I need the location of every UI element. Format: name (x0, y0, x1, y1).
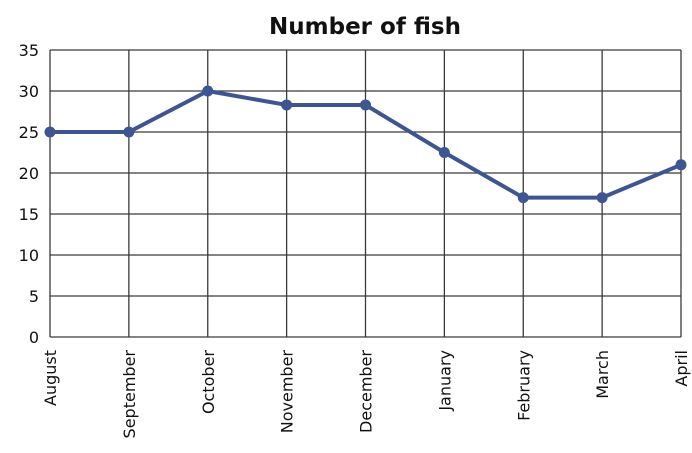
x-tick-label: January (435, 350, 454, 412)
y-tick-label: 35 (19, 41, 39, 60)
y-tick-label: 25 (19, 123, 39, 142)
data-point (517, 192, 529, 204)
y-tick-label: 20 (19, 164, 39, 183)
y-tick-label: 30 (19, 82, 39, 101)
y-axis-tick-labels: 0 5 10 15 20 25 30 35 (19, 41, 39, 347)
series-layer (44, 85, 687, 204)
data-point (281, 99, 293, 111)
data-point (202, 85, 214, 97)
x-tick-label: February (514, 350, 533, 421)
x-tick-label: April (672, 350, 691, 387)
data-point (123, 126, 135, 138)
y-tick-label: 5 (29, 287, 39, 306)
y-tick-label: 0 (29, 328, 39, 347)
chart-title: Number of fish (269, 14, 461, 40)
x-tick-label: December (357, 350, 376, 433)
data-point (438, 147, 450, 158)
data-point (596, 192, 608, 204)
x-tick-label: September (120, 350, 139, 439)
x-tick-label: October (199, 350, 218, 414)
data-point (44, 126, 56, 138)
x-axis-tick-labels: August September October November December Ja… (41, 350, 691, 439)
data-point (675, 159, 687, 171)
x-tick-label: March (593, 350, 612, 399)
grid (49, 49, 682, 338)
x-tick-label: November (278, 350, 297, 434)
y-tick-label: 10 (19, 246, 39, 265)
y-tick-label: 15 (19, 205, 39, 224)
x-tick-label: August (41, 350, 60, 406)
data-point (360, 99, 371, 111)
